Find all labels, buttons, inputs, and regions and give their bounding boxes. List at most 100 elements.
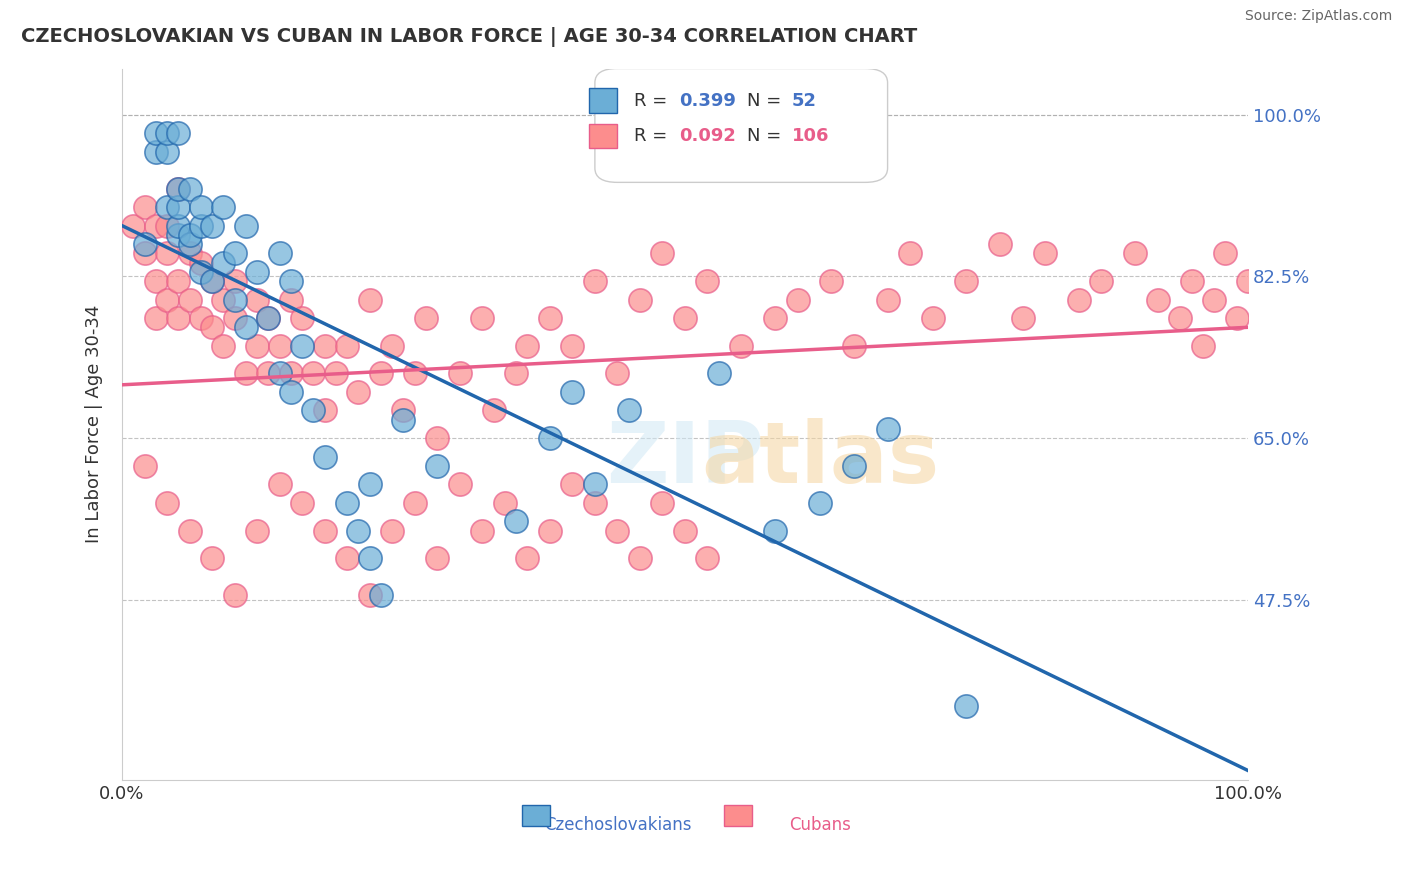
Point <box>156 145 179 159</box>
Point <box>156 219 179 233</box>
Point <box>167 181 190 195</box>
Point <box>179 227 201 242</box>
Text: ZIP: ZIP <box>606 418 763 501</box>
Point <box>842 339 865 353</box>
Point <box>583 496 606 510</box>
Point <box>246 265 269 279</box>
Point <box>291 496 314 510</box>
Text: N =: N = <box>747 92 787 110</box>
Point <box>280 367 302 381</box>
Point <box>190 200 212 214</box>
Point <box>516 551 538 566</box>
Point <box>347 384 370 399</box>
Point <box>696 551 718 566</box>
Point <box>201 219 224 233</box>
Point <box>1226 311 1249 326</box>
Point <box>359 588 381 602</box>
Point <box>325 367 347 381</box>
Point <box>224 311 246 326</box>
Point <box>314 403 336 417</box>
Point <box>235 219 257 233</box>
Text: 106: 106 <box>792 128 830 145</box>
Point <box>404 367 426 381</box>
FancyBboxPatch shape <box>595 69 887 182</box>
Point <box>1191 339 1213 353</box>
Point <box>190 311 212 326</box>
Point <box>696 274 718 288</box>
Point <box>1180 274 1202 288</box>
Text: N =: N = <box>747 128 787 145</box>
Text: 0.092: 0.092 <box>679 128 737 145</box>
Point <box>134 200 156 214</box>
Point <box>359 477 381 491</box>
Point <box>179 237 201 252</box>
Point <box>257 311 280 326</box>
Point <box>494 496 516 510</box>
Point <box>359 551 381 566</box>
Point <box>134 246 156 260</box>
Text: atlas: atlas <box>702 418 939 501</box>
Point <box>505 367 527 381</box>
Point <box>370 588 392 602</box>
Text: Source: ZipAtlas.com: Source: ZipAtlas.com <box>1244 9 1392 23</box>
Point <box>538 311 561 326</box>
Point <box>538 431 561 445</box>
Point <box>156 200 179 214</box>
Point <box>257 311 280 326</box>
Text: Cubans: Cubans <box>789 815 851 834</box>
Y-axis label: In Labor Force | Age 30-34: In Labor Force | Age 30-34 <box>86 305 103 543</box>
Point <box>1067 293 1090 307</box>
Point <box>651 496 673 510</box>
Point <box>583 477 606 491</box>
Point <box>538 524 561 538</box>
Point <box>1168 311 1191 326</box>
Point <box>269 367 291 381</box>
Point <box>156 246 179 260</box>
Point <box>381 524 404 538</box>
Point <box>359 293 381 307</box>
Point <box>617 403 640 417</box>
Point <box>347 524 370 538</box>
Point <box>1202 293 1225 307</box>
Point <box>145 219 167 233</box>
Point <box>876 422 898 436</box>
Point <box>336 551 359 566</box>
Point <box>122 219 145 233</box>
Point <box>471 311 494 326</box>
Text: 0.399: 0.399 <box>679 92 737 110</box>
Point <box>1146 293 1168 307</box>
Point <box>190 265 212 279</box>
Point <box>235 320 257 334</box>
Point <box>291 311 314 326</box>
Point <box>179 181 201 195</box>
Point <box>212 255 235 269</box>
Point <box>246 293 269 307</box>
Point <box>921 311 943 326</box>
Point <box>707 367 730 381</box>
Point <box>235 367 257 381</box>
Point <box>471 524 494 538</box>
Point <box>179 293 201 307</box>
Point <box>651 246 673 260</box>
Point <box>167 219 190 233</box>
Point <box>842 458 865 473</box>
Point <box>606 367 628 381</box>
Point <box>808 496 831 510</box>
Point <box>730 339 752 353</box>
Point <box>898 246 921 260</box>
Point <box>302 403 325 417</box>
Point <box>763 311 786 326</box>
Point <box>1237 274 1260 288</box>
Point <box>426 551 449 566</box>
Point <box>246 339 269 353</box>
Point <box>280 293 302 307</box>
Point <box>426 431 449 445</box>
Text: 52: 52 <box>792 92 817 110</box>
Point <box>1011 311 1033 326</box>
Point <box>561 384 583 399</box>
Point <box>201 320 224 334</box>
FancyBboxPatch shape <box>724 805 752 826</box>
Point <box>606 524 628 538</box>
Point <box>955 699 977 714</box>
Point <box>145 274 167 288</box>
